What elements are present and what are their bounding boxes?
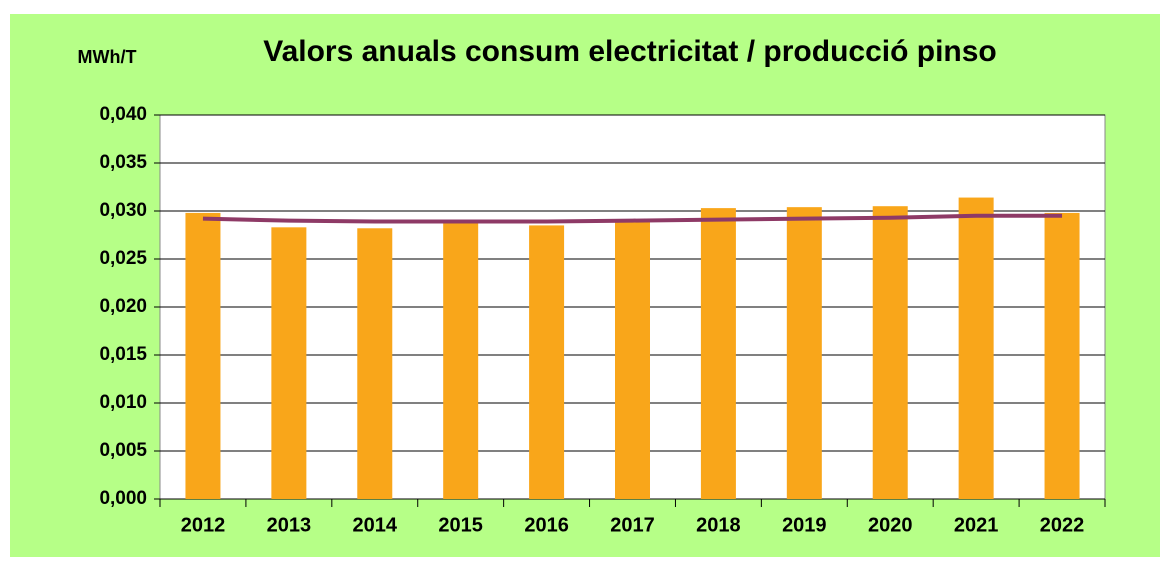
y-tick-label: 0,040 [99, 104, 147, 125]
y-tick-label: 0,010 [99, 392, 147, 413]
x-tick-label: 2018 [696, 514, 741, 536]
bar [958, 197, 994, 499]
y-tick-label: 0,020 [99, 296, 147, 317]
x-tick-label: 2013 [267, 514, 312, 536]
y-tick-label: 0,005 [99, 440, 147, 461]
bar [700, 208, 736, 499]
bar [185, 212, 221, 500]
x-tick-label: 2014 [353, 514, 398, 536]
y-tick-label: 0,015 [99, 344, 147, 365]
bar [443, 220, 479, 499]
y-tick-label: 0,030 [99, 200, 147, 221]
line [202, 213, 1063, 224]
bar [615, 221, 650, 499]
y-tick-label: 0,000 [99, 488, 147, 509]
x-tick-label: 2017 [610, 514, 655, 536]
y-tick-label: 0,025 [99, 248, 147, 269]
x-tick-label: 2015 [438, 514, 483, 536]
x-tick-label: 2019 [782, 514, 827, 536]
x-tick-label: 2021 [954, 514, 999, 536]
x-tick-label: 2012 [181, 514, 226, 536]
bar [1044, 212, 1080, 500]
bar [357, 228, 393, 499]
bar [872, 206, 908, 499]
bar [786, 207, 822, 499]
bar [271, 227, 307, 499]
x-tick-label: 2020 [868, 514, 913, 536]
y-tick-label: 0,035 [99, 152, 147, 173]
y-axis-label: MWh/T [78, 47, 137, 67]
x-tick-label: 2016 [524, 514, 569, 536]
x-tick-label: 2022 [1040, 514, 1085, 536]
bar [529, 225, 565, 499]
chart-title: Valors anuals consum electricitat / prod… [263, 35, 997, 68]
